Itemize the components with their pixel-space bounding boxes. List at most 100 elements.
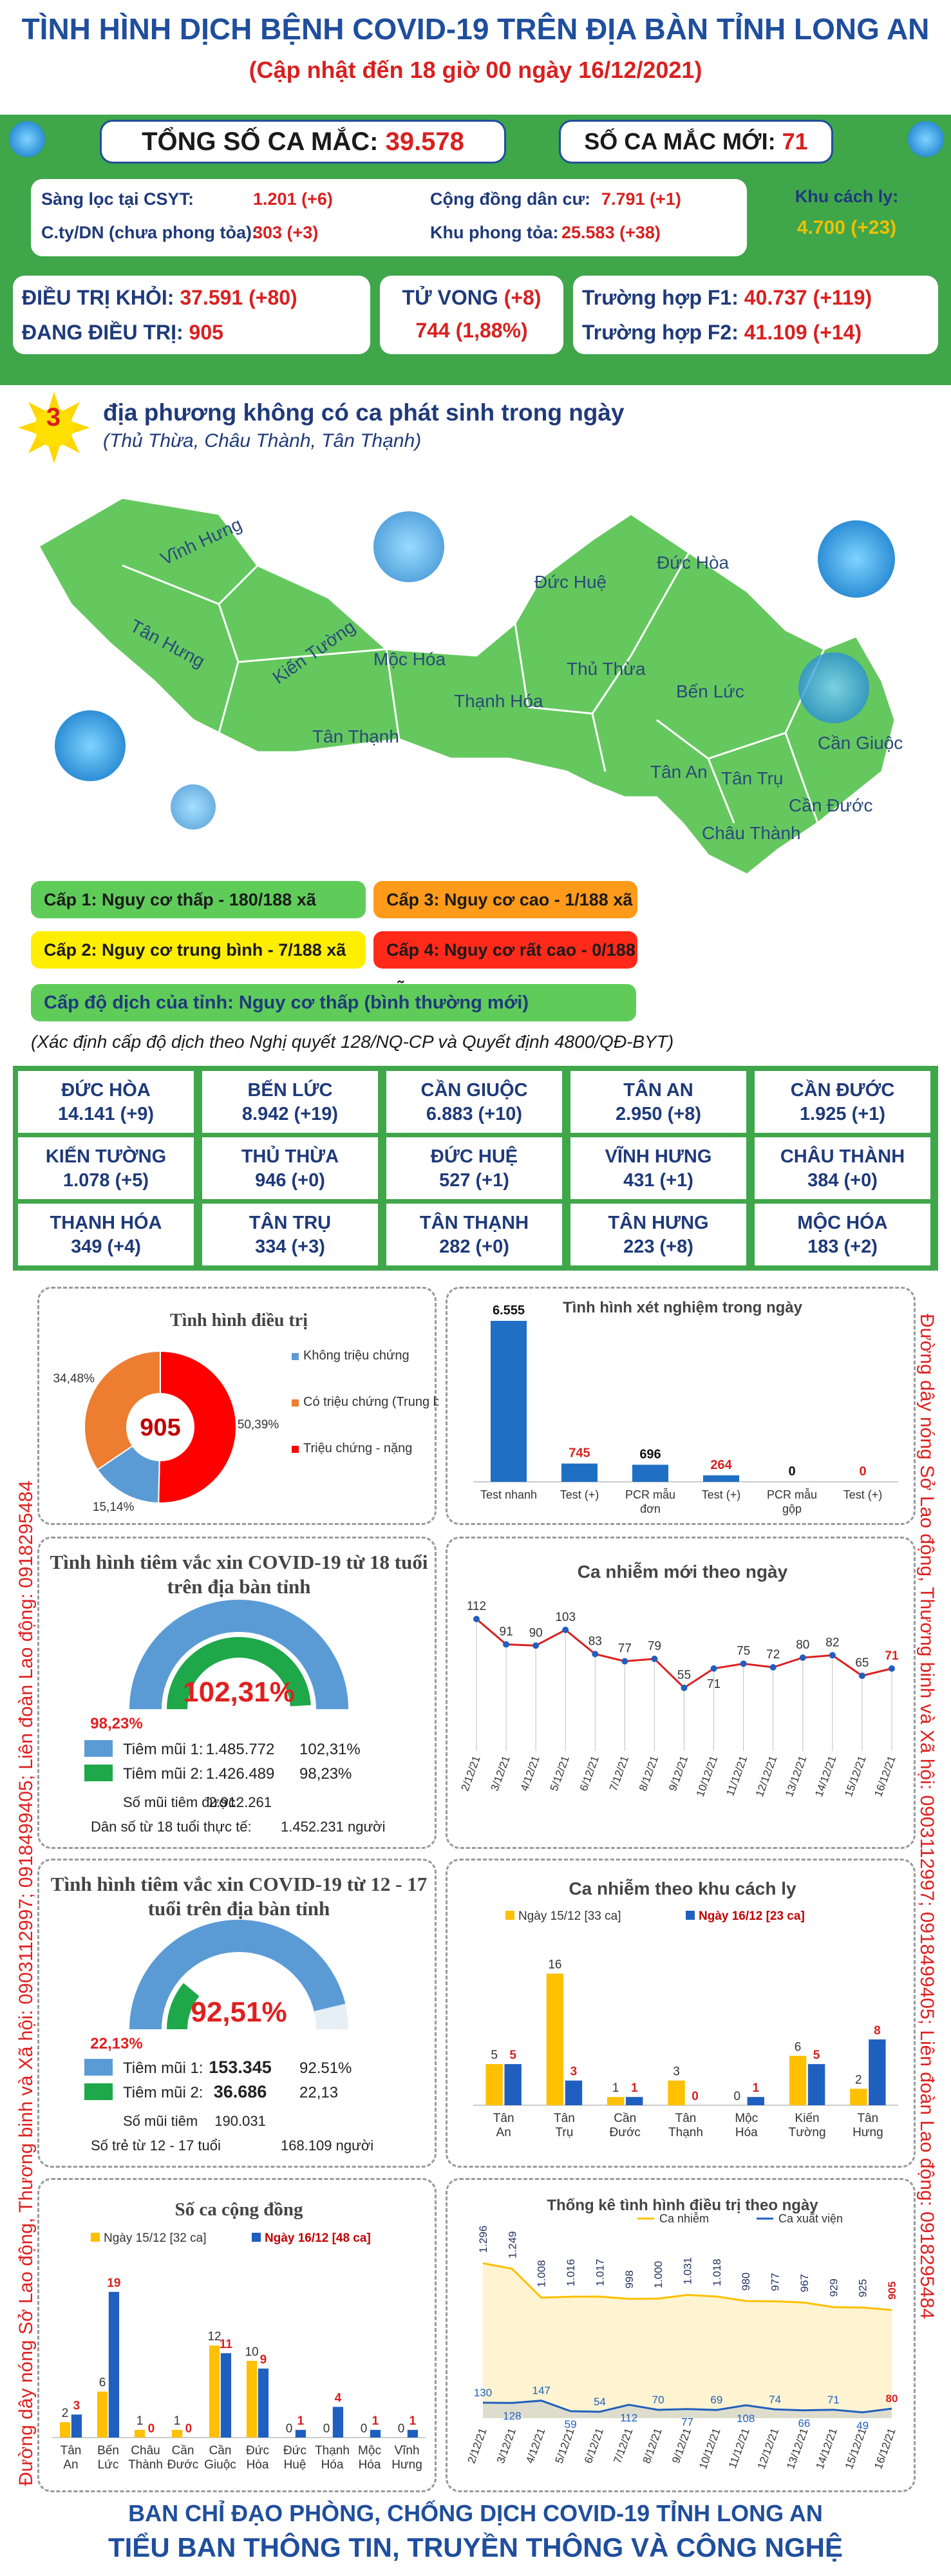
district-cell: CẦN GIUỘC 6.883 (+10) xyxy=(385,1070,563,1134)
data-label: 925 xyxy=(857,2279,869,2297)
bar-value-label: 0 xyxy=(286,2422,293,2436)
bar-value-label: 696 xyxy=(639,1447,661,1461)
x-tick-label: Test (+) xyxy=(560,1488,599,1501)
isolation-panel: Ca nhiễm theo khu cách ly Ngày 15/12 [33… xyxy=(446,1859,916,2168)
bar xyxy=(850,2088,867,2105)
virus-icon xyxy=(171,784,216,829)
total-cases-value: 39.578 xyxy=(385,128,464,156)
district-grid: ĐỨC HÒA 14.141 (+9) BẾN LỨC 8.942 (+19) CẦ… xyxy=(13,1066,938,1271)
legend-swatch xyxy=(252,2233,261,2242)
level-4-legend: Cấp 4: Nguy cơ rất cao - 0/188 xã xyxy=(373,931,637,997)
summary-band: TỔNG SỐ CA MẮC: 39.578 SỐ CA MẮC MỚI: 71… xyxy=(0,115,951,385)
bar xyxy=(807,2064,825,2105)
map-label: Đức Huệ xyxy=(534,572,607,592)
x-tick-label: Tường xyxy=(789,2126,826,2139)
x-tick-label: Giuộc xyxy=(204,2458,236,2472)
testing-panel: Tình hình xét nghiệm trong ngày 6.555 Tes… xyxy=(446,1287,916,1525)
page-subtitle: (Cập nhật đến 18 giờ 00 ngày 16/12/2021) xyxy=(249,57,702,83)
bar xyxy=(632,1464,668,1482)
vaccine-adult-gauge: 102,31% 98,23% Tiêm mũi 1: 1.485.772 102,31%… xyxy=(84,1600,386,1835)
bar xyxy=(220,2353,232,2438)
x-tick-label: 12/12/21 xyxy=(753,1754,779,1799)
data-label: 980 xyxy=(740,2273,752,2291)
legend-swatch xyxy=(292,1446,299,1453)
hotline-left: Đường dây nóng Sở Lao động, Thương binh … xyxy=(15,1480,37,2486)
bar xyxy=(504,2064,522,2105)
bar-value-label: 1 xyxy=(612,2081,619,2095)
total-cases-box: TỔNG SỐ CA MẮC: 39.578 xyxy=(100,120,506,164)
district-cell: TÂN TRỤ 334 (+3) xyxy=(201,1202,379,1267)
bar xyxy=(561,1463,598,1482)
treatment-donut: 50,39% 15,14% 34,48% 905 Không triệu chứng Có… xyxy=(53,1349,438,1514)
data-label: 75 xyxy=(737,1644,750,1658)
treatment-panel: Tình hình điều trị 50,39% 15,14% 34,48% 905… xyxy=(37,1287,438,1525)
row-count: 36.686 xyxy=(214,2082,267,2101)
bar xyxy=(209,2345,220,2438)
legend-label: Có triệu chứng (Trung bình) xyxy=(303,1395,438,1409)
x-tick-label: 9/12/21 xyxy=(666,1754,690,1793)
bar xyxy=(607,2097,625,2105)
x-tick-label: An xyxy=(496,2126,511,2139)
x-tick-label: 14/12/21 xyxy=(814,2427,840,2471)
bar-value-label: 0 xyxy=(692,2090,699,2103)
data-label: 998 xyxy=(623,2270,636,2288)
data-label: 103 xyxy=(555,1611,576,1624)
bar-value-label: 264 xyxy=(710,1458,732,1472)
x-tick-label: 8/12/21 xyxy=(641,2427,664,2465)
donut-slice xyxy=(84,1350,161,1471)
death-delta: (+8) xyxy=(504,286,541,309)
bar-value-label: 2 xyxy=(62,2407,69,2420)
legend-label: Ca xuất viện xyxy=(778,2212,843,2225)
data-label: 1.008 xyxy=(536,2260,548,2287)
bar-value-label: 5 xyxy=(813,2049,820,2062)
bar-value-label: 1 xyxy=(372,2414,379,2428)
data-point xyxy=(562,1626,569,1633)
bar-value-label: 0 xyxy=(733,2090,740,2103)
map-label: Tân Thạnh xyxy=(312,726,399,746)
x-tick-label: Đức xyxy=(246,2444,269,2458)
x-tick-label: 13/12/21 xyxy=(784,2427,810,2471)
bar-value-label: 4 xyxy=(335,2391,342,2405)
x-tick-label: 3/12/21 xyxy=(494,2427,518,2465)
bar-value-label: 1 xyxy=(410,2414,417,2428)
new-cases-box: SỐ CA MẮC MỚI: 71 xyxy=(559,120,833,164)
data-label: 82 xyxy=(825,1636,839,1649)
bar xyxy=(59,2422,71,2438)
lockdown-label: Khu phong tỏa: xyxy=(430,223,559,242)
f2-label: Trường hợp F2: xyxy=(582,321,739,344)
x-tick-label: Đức xyxy=(283,2444,306,2458)
bar xyxy=(295,2430,306,2438)
x-tick-label: Hóa xyxy=(735,2126,758,2139)
x-tick-label: 15/12/21 xyxy=(843,2427,869,2471)
death-value: 744 (1,88%) xyxy=(415,319,528,342)
bar-value-label: 0 xyxy=(859,1464,866,1479)
data-point xyxy=(651,1655,658,1662)
vaccine-adult-panel: Tình hình tiêm vắc xin COVID-19 từ 18 tu… xyxy=(37,1537,437,1849)
data-label: 147 xyxy=(532,2385,551,2397)
row-pct: 22,13 xyxy=(299,2084,338,2101)
x-tick-label: Huệ xyxy=(284,2458,306,2472)
data-label: 77 xyxy=(618,1642,632,1656)
data-label: 90 xyxy=(529,1626,543,1640)
bar-value-label: 0 xyxy=(398,2422,405,2436)
map-section: 3 địa phương không có ca phát sinh trong… xyxy=(0,385,951,1065)
bar xyxy=(171,2430,183,2438)
bar xyxy=(258,2368,269,2438)
district-cell: CHÂU THÀNH 384 (+0) xyxy=(753,1136,932,1200)
x-tick-label: Trụ xyxy=(556,2126,574,2139)
recovered-label: ĐIỀU TRỊ KHỎI: xyxy=(22,286,174,309)
bar xyxy=(71,2414,82,2438)
data-point xyxy=(681,1684,688,1691)
data-label: 59 xyxy=(565,2418,577,2430)
data-point xyxy=(710,1665,717,1672)
no-case-text: địa phương không có ca phát sinh trong n… xyxy=(103,399,625,426)
row-pct: 102,31% xyxy=(299,1741,361,1758)
bar-value-label: 0 xyxy=(148,2422,155,2436)
x-tick-label: Tân xyxy=(493,2112,514,2125)
row-count: 1.485.772 xyxy=(206,1741,275,1758)
chart-title: Thống kê tình hình điều trị theo ngày xyxy=(547,2197,818,2214)
x-tick-label: 2/12/21 xyxy=(459,1754,483,1793)
series-area xyxy=(483,2263,892,2418)
x-tick-label: 11/12/21 xyxy=(726,2427,752,2470)
isolation-value: 4.700 (+23) xyxy=(796,217,897,238)
